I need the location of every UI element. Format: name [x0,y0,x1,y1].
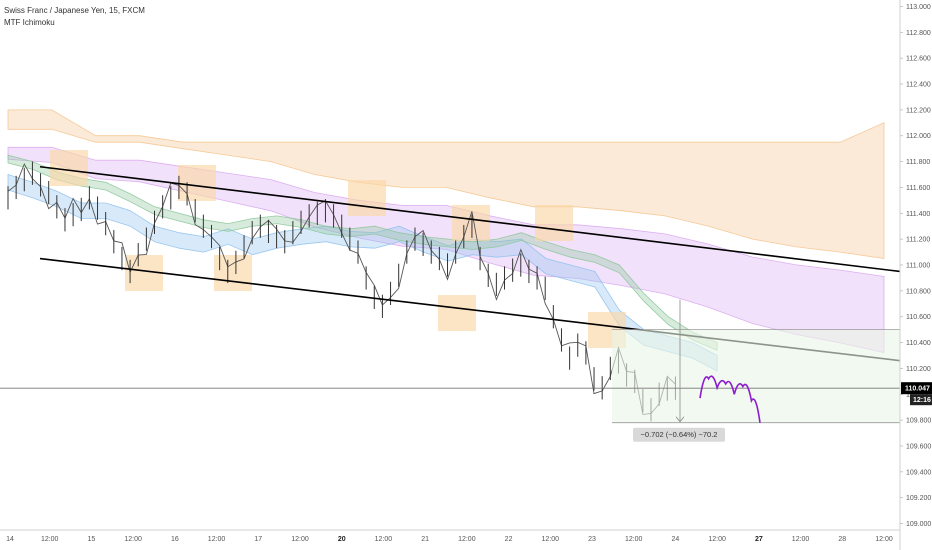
price-series [7,161,676,422]
x-tick-label-21: 12:00 [875,536,893,543]
x-tick-label-6: 17 [254,536,262,543]
x-tick-label-18: 27 [755,536,763,543]
y-tick-label-20: 109.000 [906,521,931,528]
y-tick-label-14: 110.200 [906,366,931,373]
highlight-box-7 [438,295,476,331]
x-tick-label-8: 20 [338,536,346,543]
x-tick-label-2: 15 [88,536,96,543]
y-tick-label-5: 112.000 [906,133,931,140]
y-tick-label-16: 109.800 [906,418,931,425]
y-tick-label-7: 111.600 [906,185,930,192]
highlight-box-6 [535,205,573,241]
highlight-box-4 [348,180,386,216]
y-tick-label-19: 109.200 [906,495,931,502]
x-tick-label-17: 12:00 [708,536,726,543]
highlight-box-1 [178,165,216,201]
x-tick-label-11: 12:00 [458,536,476,543]
last-price-label: 110.047 [905,386,930,393]
x-tick-label-12: 22 [505,536,513,543]
x-tick-label-19: 12:00 [792,536,810,543]
measure-overlay: −0.702 (−0.64%) −70.2 [0,299,900,442]
trend-line-0 [39,165,901,273]
y-tick-label-18: 109.400 [906,469,931,476]
x-tick-label-16: 24 [672,536,680,543]
symbol-title[interactable]: Swiss Franc / Japanese Yen, 15, FXCM [4,6,145,15]
x-tick-label-15: 12:00 [625,536,643,543]
y-tick-label-17: 109.600 [906,443,931,450]
y-tick-label-0: 113.000 [906,4,931,11]
x-tick-label-10: 21 [421,536,429,543]
x-tick-label-4: 16 [171,536,179,543]
measure-zone [612,329,900,423]
countdown-tag [910,394,932,406]
measure-label-box [633,427,725,442]
highlight-box-5 [452,205,490,241]
x-tick-label-1: 12:00 [41,536,59,543]
x-tick-label-14: 23 [588,536,596,543]
y-tick-label-11: 110.800 [906,288,931,295]
y-tick-label-1: 112.800 [906,30,931,37]
highlight-box-3 [214,255,252,291]
x-tick-label-20: 28 [838,536,846,543]
orange-cloud [7,109,885,259]
projection-path [699,375,761,423]
last-price-tag [901,382,932,395]
x-tick-label-13: 12:00 [542,536,560,543]
y-tick-label-8: 111.400 [906,211,930,218]
y-tick-label-6: 111.800 [906,159,930,166]
y-tick-label-3: 112.400 [906,82,931,89]
measure-label: −0.702 (−0.64%) −70.2 [641,430,718,439]
measure-arrow-head [675,416,685,423]
x-tick-label-7: 12:00 [291,536,309,543]
x-tick-label-0: 14 [6,536,14,543]
x-tick-label-9: 12:00 [375,536,393,543]
y-tick-label-2: 112.600 [906,56,931,63]
chart-legend: Swiss Franc / Japanese Yen, 15, FXCM MTF… [4,5,145,29]
indicator-title[interactable]: MTF Ichimoku [4,18,55,27]
highlight-boxes [50,150,626,348]
y-tick-label-9: 111.200 [906,237,930,244]
x-tick-label-3: 12:00 [124,536,142,543]
x-tick-label-5: 12:00 [208,536,226,543]
countdown-label: 12:16 [913,397,931,404]
y-tick-label-4: 112.200 [906,107,931,114]
y-tick-label-10: 111.000 [906,263,930,270]
y-tick-label-12: 110.600 [906,314,931,321]
y-tick-label-13: 110.400 [906,340,931,347]
